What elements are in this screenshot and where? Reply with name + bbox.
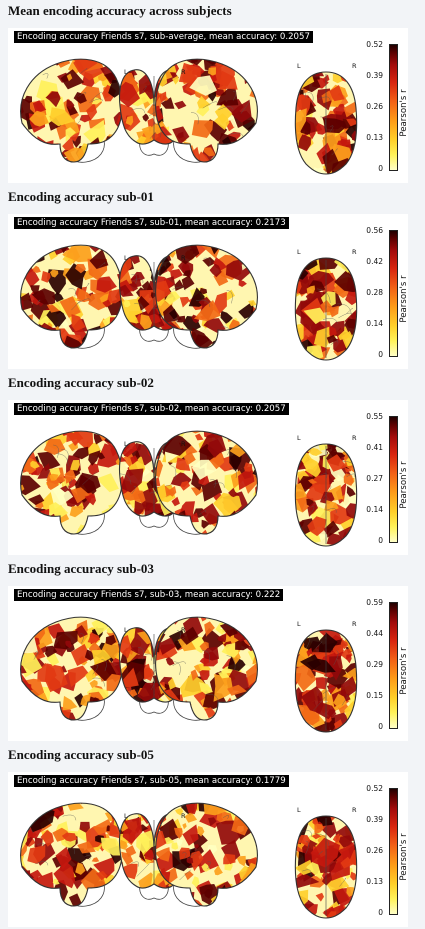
figure-banner: Encoding accuracy Friends s7, sub-01, me… [14,217,289,229]
colorbar-tick: 0.14 [366,505,383,514]
colorbar-tick: 0.27 [366,474,383,483]
colorbar-gradient [389,788,398,915]
hemisphere-left-label: L [297,248,301,256]
colorbar-tick: 0.52 [366,784,383,793]
colorbar-label: Pearson's r [399,833,408,881]
hemisphere-left-label: L [297,620,301,628]
sagittal-left-view [20,244,123,349]
colorbar-gradient [389,602,398,729]
colorbar-gradient [389,44,398,171]
colorbar-tick: 0.59 [366,598,383,607]
section-title: Encoding accuracy sub-05 [8,747,154,762]
panel-section: Encoding accuracy sub-05 Encoding accura… [8,747,408,927]
colorbar-tick: 0 [378,350,383,359]
colorbar-label: Pearson's r [399,89,408,137]
axial-view [294,815,358,919]
glass-brain-views: L RL R [20,802,358,919]
hemisphere-right-label: R [352,62,357,70]
figure-banner: Encoding accuracy Friends s7, sub-05, me… [14,775,289,787]
sagittal-right-view [155,802,258,907]
sagittal-left-view [20,58,123,163]
panel-section: Encoding accuracy sub-03 Encoding accura… [8,561,408,741]
axial-view [294,443,358,547]
section-title: Encoding accuracy sub-02 [8,375,154,390]
panel-section: Encoding accuracy sub-02 Encoding accura… [8,375,408,555]
colorbar-tick: 0.41 [366,443,383,452]
axial-view [294,257,358,361]
colorbar-tick: 0.29 [366,660,383,669]
hemisphere-right-label: R [352,806,357,814]
sagittal-left-view [20,802,123,907]
colorbar-tick: 0.28 [366,288,383,297]
figure-banner: Encoding accuracy Friends s7, sub-02, me… [14,403,289,415]
colorbar-tick: 0.13 [366,133,383,142]
glass-brain-views: L RL R [20,58,358,175]
colorbar-tick: 0.56 [366,226,383,235]
colorbar: 0.55 0.41 0.27 0.14 0 Pearson's r [361,400,408,555]
panel-section: Mean encoding accuracy across subjects E… [8,3,408,183]
colorbar: 0.56 0.42 0.28 0.14 0 Pearson's r [361,214,408,369]
colorbar-tick: 0.55 [366,412,383,421]
colorbar-tick: 0.15 [366,691,383,700]
hemisphere-left-label: L [297,806,301,814]
colorbar-tick: 0.13 [366,877,383,886]
hemisphere-right-label: R [352,620,357,628]
hemisphere-right-label: R [181,254,186,262]
hemisphere-left-label: L [124,440,128,448]
glass-brain-figure: Encoding accuracy Friends s7, sub-03, me… [8,586,408,741]
axial-view [294,629,358,733]
colorbar-tick: 0 [378,164,383,173]
hemisphere-left-label: L [297,62,301,70]
colorbar-tick: 0 [378,722,383,731]
sagittal-left-view [20,430,123,535]
colorbar-tick: 0.14 [366,319,383,328]
glass-brain-figure: Encoding accuracy Friends s7, sub-02, me… [8,400,408,555]
colorbar-tick: 0 [378,536,383,545]
figure-banner: Encoding accuracy Friends s7, sub-averag… [14,31,313,43]
sagittal-right-view [155,58,258,163]
colorbar-label: Pearson's r [399,461,408,509]
section-title: Encoding accuracy sub-03 [8,561,154,576]
colorbar: 0.52 0.39 0.26 0.13 0 Pearson's r [361,772,408,927]
hemisphere-left-label: L [124,812,128,820]
colorbar-tick: 0.39 [366,71,383,80]
colorbar-label: Pearson's r [399,647,408,695]
colorbar-tick: 0.44 [366,629,383,638]
hemisphere-left-label: L [124,626,128,634]
colorbar-gradient [389,416,398,543]
colorbar-tick: 0.39 [366,815,383,824]
hemisphere-right-label: R [352,248,357,256]
hemisphere-right-label: R [181,812,186,820]
sagittal-left-view [20,616,123,721]
panel-section: Encoding accuracy sub-01 Encoding accura… [8,189,408,369]
figure-banner: Encoding accuracy Friends s7, sub-03, me… [14,589,284,601]
hemisphere-left-label: L [124,254,128,262]
colorbar: 0.52 0.39 0.26 0.13 0 Pearson's r [361,28,408,183]
colorbar-label: Pearson's r [399,275,408,323]
glass-brain-figure: Encoding accuracy Friends s7, sub-averag… [8,28,408,183]
glass-brain-views: L RL R [20,244,358,361]
colorbar: 0.59 0.44 0.29 0.15 0 Pearson's r [361,586,408,741]
glass-brain-figure: Encoding accuracy Friends s7, sub-01, me… [8,214,408,369]
hemisphere-right-label: R [352,434,357,442]
hemisphere-right-label: R [181,68,186,76]
colorbar-tick: 0.42 [366,257,383,266]
glass-brain-views: L RL R [20,430,358,547]
colorbar-gradient [389,230,398,357]
colorbar-tick: 0.52 [366,40,383,49]
glass-brain-figure: Encoding accuracy Friends s7, sub-05, me… [8,772,408,927]
hemisphere-left-label: L [124,68,128,76]
glass-brain-views: L RL R [20,616,358,733]
section-title: Mean encoding accuracy across subjects [8,3,232,18]
colorbar-tick: 0 [378,908,383,917]
section-title: Encoding accuracy sub-01 [8,189,154,204]
colorbar-tick: 0.26 [366,846,383,855]
colorbar-tick: 0.26 [366,102,383,111]
hemisphere-left-label: L [297,434,301,442]
hemisphere-right-label: R [181,440,186,448]
hemisphere-right-label: R [181,626,186,634]
